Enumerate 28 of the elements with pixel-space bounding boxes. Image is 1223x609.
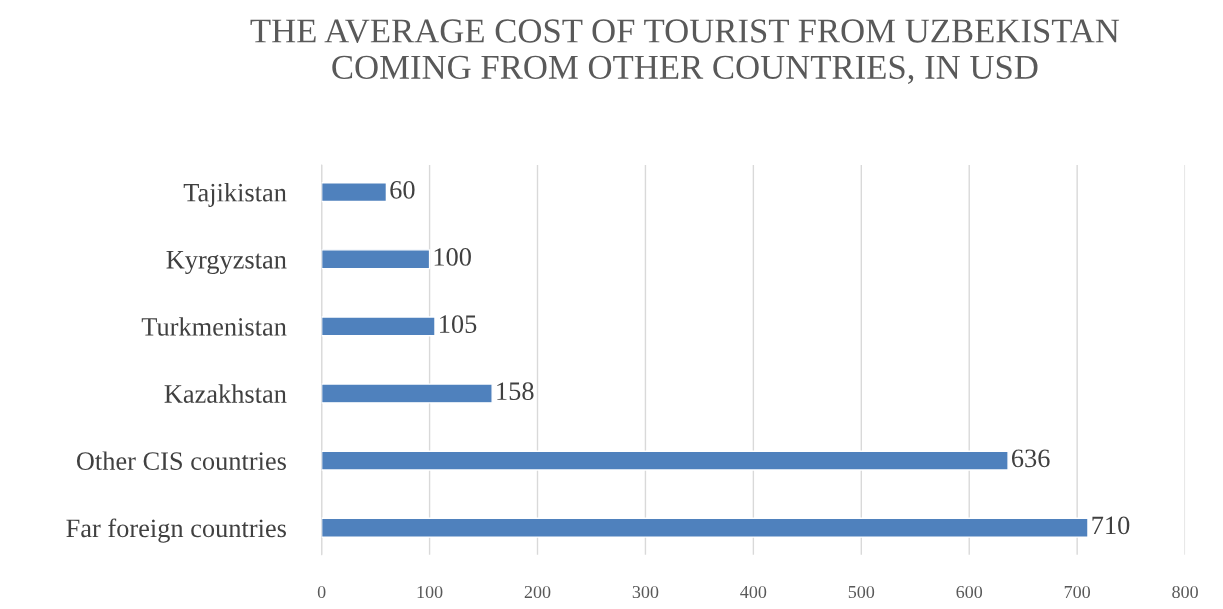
data-label: 158: [497, 382, 534, 401]
data-label: 105: [440, 315, 477, 333]
bar: [321, 182, 388, 203]
y-tick-label: Kazakhstan: [164, 384, 287, 403]
bar: [321, 316, 436, 337]
x-tick-label: 300: [632, 585, 659, 599]
data-label: 60: [390, 180, 415, 199]
x-tick-label: 500: [848, 585, 875, 599]
x-tick-label: 400: [740, 585, 767, 599]
y-tick-label: Far foreign countries: [66, 518, 286, 543]
data-label: 710: [1092, 516, 1130, 535]
y-tick-label: Other CIS countries: [76, 451, 286, 470]
bar: [321, 450, 1009, 471]
data-label: 636: [1011, 449, 1050, 468]
data-label: 100: [434, 248, 471, 266]
x-tick-label: 200: [524, 585, 551, 599]
x-tick-label: 800: [1172, 585, 1198, 599]
x-tick-label: 700: [1064, 585, 1091, 599]
y-tick-label: Kyrgyzstan: [166, 251, 287, 275]
bar: [321, 517, 1089, 538]
bar: [321, 249, 431, 270]
x-tick-label: 0: [317, 585, 326, 599]
y-tick-label: Tajikistan: [183, 182, 287, 207]
chart-title: THE AVERAGE COST OF TOURIST FROM UZBEKISTAN COMING FROM OTHER COUNTRIES, IN USD: [250, 19, 1120, 85]
x-tick-label: 100: [417, 585, 443, 599]
bar: [321, 383, 493, 404]
y-tick-label: Turkmenistan: [141, 317, 287, 336]
x-tick-label: 600: [956, 585, 983, 599]
